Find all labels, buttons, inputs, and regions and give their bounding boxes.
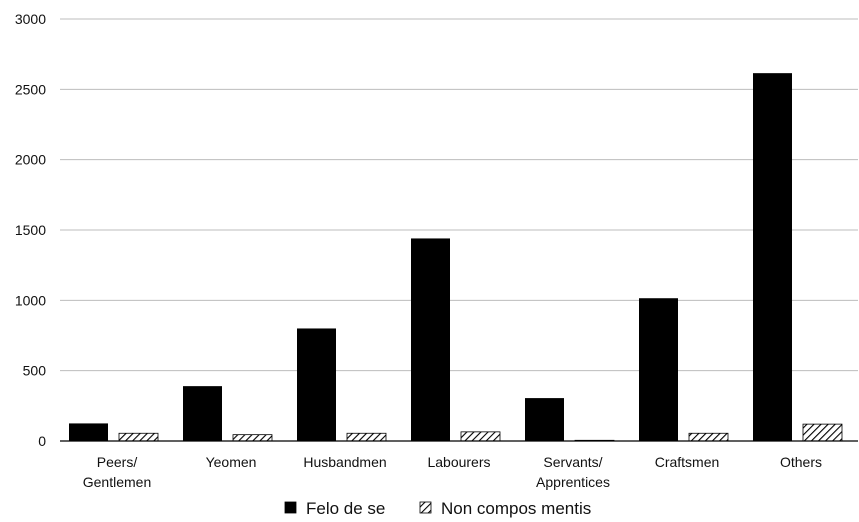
- bar-felo-de-se: [753, 73, 792, 441]
- bars: [69, 73, 843, 442]
- legend-swatch-non-compos-mentis: [419, 501, 432, 514]
- bar-felo-de-se: [525, 398, 564, 441]
- bar-felo-de-se: [183, 386, 222, 441]
- bar-non-compos-mentis: [232, 434, 273, 442]
- y-tick-label: 2500: [15, 81, 46, 97]
- x-category-label: Servants/: [543, 454, 602, 470]
- y-tick-label: 2000: [15, 152, 46, 168]
- y-tick-label: 0: [38, 433, 46, 449]
- y-tick-label: 3000: [15, 11, 46, 27]
- bar-felo-de-se: [411, 238, 450, 441]
- y-tick-label: 1000: [15, 292, 46, 308]
- x-category-label: Labourers: [427, 454, 490, 470]
- legend-swatch-felo-de-se: [284, 501, 297, 514]
- x-category-label: Others: [780, 454, 822, 470]
- bar-felo-de-se: [639, 298, 678, 441]
- bar-non-compos-mentis: [460, 431, 501, 442]
- legend-label: Felo de se: [306, 499, 385, 518]
- bar-non-compos-mentis: [688, 432, 729, 442]
- x-category-label: Husbandmen: [303, 454, 386, 470]
- y-tick-label: 1500: [15, 222, 46, 238]
- x-category-label: Peers/: [97, 454, 138, 470]
- x-category-label: Craftsmen: [655, 454, 720, 470]
- x-category-label: Yeomen: [206, 454, 257, 470]
- bar-non-compos-mentis: [118, 432, 159, 442]
- legend-label: Non compos mentis: [441, 499, 591, 518]
- bar-felo-de-se: [69, 423, 108, 441]
- x-category-label: Apprentices: [536, 474, 610, 490]
- bar-non-compos-mentis: [346, 432, 387, 442]
- x-category-label: Gentlemen: [83, 474, 151, 490]
- bar-non-compos-mentis: [802, 423, 843, 442]
- gridlines: [60, 18, 858, 372]
- bar-felo-de-se: [297, 328, 336, 441]
- x-axis-category-labels: Peers/Gentlemen Yeomen Husbandmen Labourers…: [83, 454, 822, 490]
- y-axis-tick-labels: 0 500 1000 1500 2000 2500 3000: [15, 11, 46, 449]
- legend: Felo de se Non compos mentis: [284, 499, 591, 518]
- y-tick-label: 500: [23, 363, 47, 379]
